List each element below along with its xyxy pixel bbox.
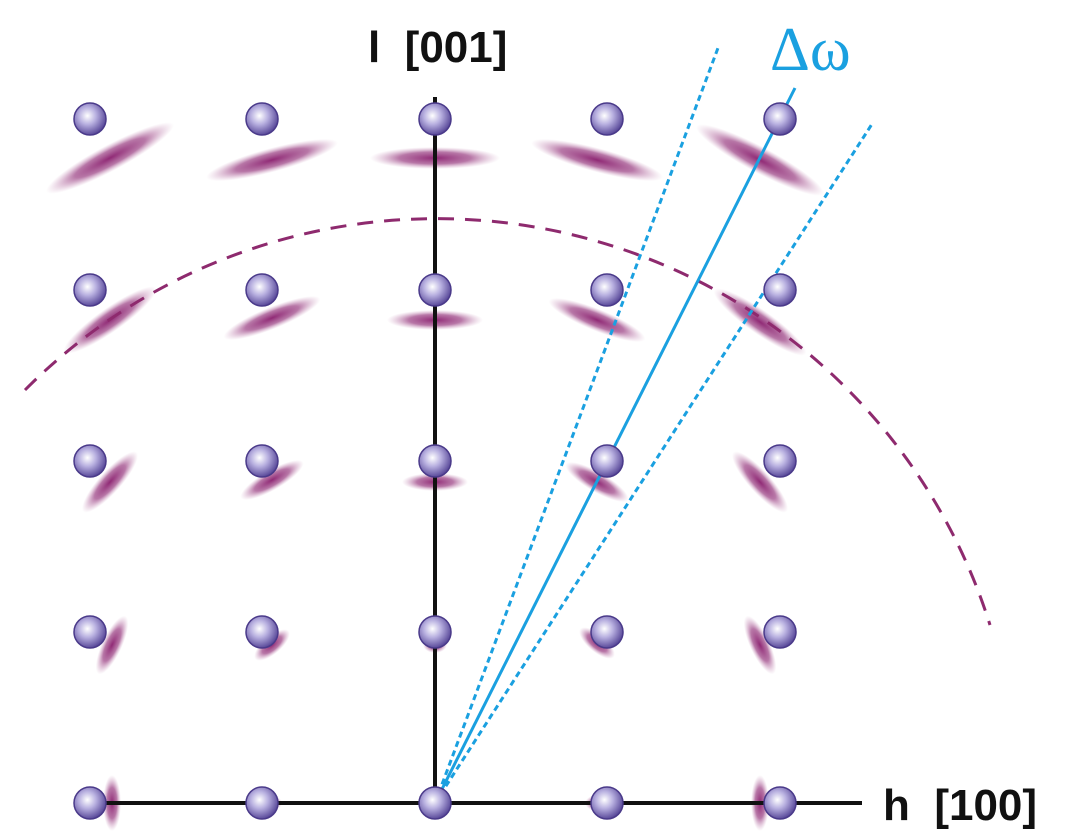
bragg-peak bbox=[764, 787, 796, 819]
scan-limit bbox=[435, 124, 872, 803]
bragg-peak bbox=[74, 616, 106, 648]
bragg-peak bbox=[74, 445, 106, 477]
bragg-peak bbox=[246, 274, 278, 306]
ewald-arc bbox=[25, 219, 990, 625]
horizontal-axis-label: h [100] bbox=[883, 781, 1037, 830]
bragg-peak bbox=[74, 274, 106, 306]
diffuse-spot bbox=[528, 131, 666, 189]
bragg-peak bbox=[74, 787, 106, 819]
bragg-peak bbox=[246, 445, 278, 477]
bragg-peak bbox=[419, 616, 451, 648]
bragg-peak bbox=[764, 274, 796, 306]
diffuse-spot bbox=[203, 131, 341, 189]
scan-line bbox=[435, 88, 795, 803]
bragg-peak bbox=[246, 787, 278, 819]
diagram: l [001] h [100] Δω bbox=[0, 0, 1091, 832]
bragg-peak bbox=[74, 103, 106, 135]
bragg-peak bbox=[419, 787, 451, 819]
bragg-peak bbox=[419, 103, 451, 135]
bragg-peak bbox=[764, 445, 796, 477]
bragg-peak bbox=[591, 787, 623, 819]
bragg-peak bbox=[764, 103, 796, 135]
bragg-peak bbox=[419, 445, 451, 477]
bragg-peak bbox=[419, 274, 451, 306]
bragg-peak bbox=[246, 616, 278, 648]
page: l [001] h [100] Δω (() => { const data =… bbox=[0, 0, 1091, 832]
bragg-peak bbox=[764, 616, 796, 648]
bragg-peak bbox=[591, 616, 623, 648]
bragg-peak bbox=[591, 445, 623, 477]
vertical-axis-label: l [001] bbox=[368, 23, 507, 72]
bragg-peak bbox=[591, 103, 623, 135]
bragg-peak bbox=[591, 274, 623, 306]
delta-omega-label: Δω bbox=[770, 16, 851, 84]
bragg-peak bbox=[246, 103, 278, 135]
diffuse-spot bbox=[40, 113, 179, 204]
